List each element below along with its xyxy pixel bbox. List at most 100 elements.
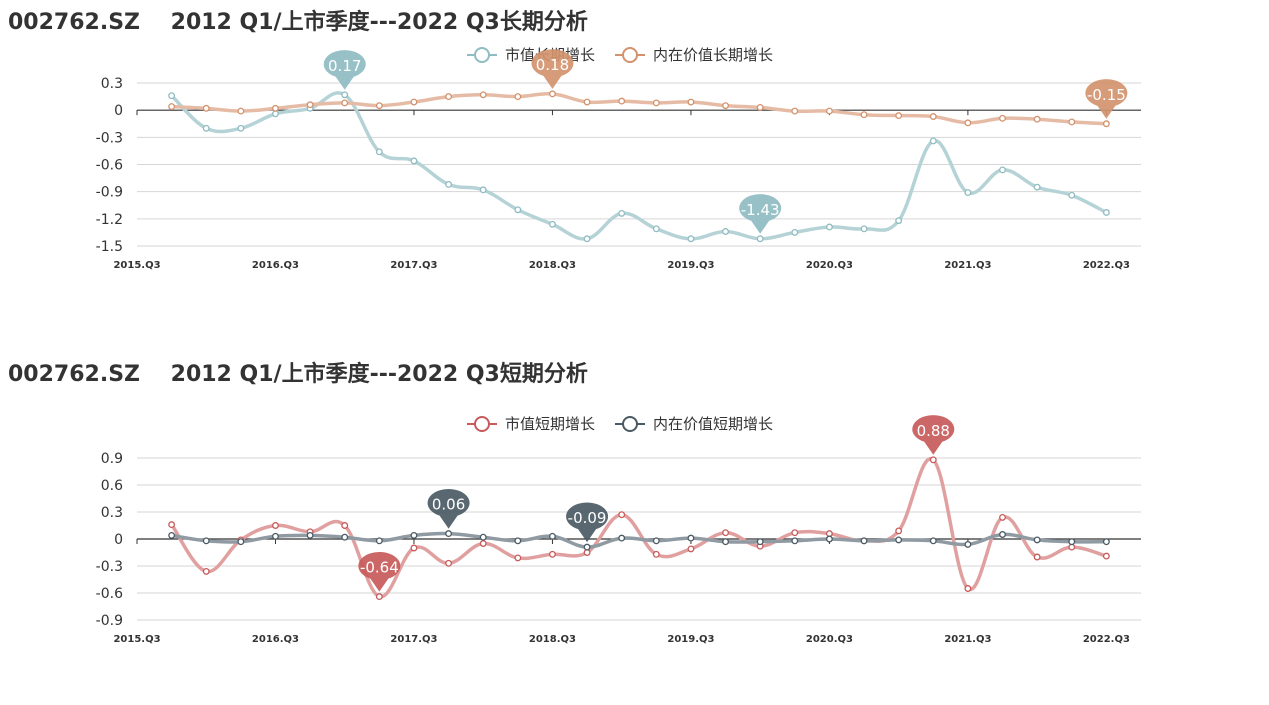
- data-point[interactable]: [825, 107, 833, 115]
- data-point[interactable]: [375, 102, 383, 110]
- data-point[interactable]: [791, 228, 799, 236]
- data-point[interactable]: [237, 538, 245, 546]
- data-point[interactable]: [410, 544, 418, 552]
- data-point[interactable]: [999, 114, 1006, 122]
- data-point[interactable]: [445, 559, 453, 567]
- data-point[interactable]: [583, 98, 591, 106]
- data-point[interactable]: [687, 545, 695, 553]
- data-point[interactable]: [1068, 118, 1076, 126]
- data-point[interactable]: [999, 531, 1006, 538]
- data-point[interactable]: [375, 148, 383, 156]
- data-point[interactable]: [341, 533, 349, 541]
- data-point[interactable]: [756, 538, 764, 546]
- data-point[interactable]: [479, 533, 487, 541]
- data-point[interactable]: [618, 534, 626, 542]
- data-point[interactable]: [895, 217, 903, 225]
- data-point[interactable]: [375, 593, 383, 601]
- data-point[interactable]: [548, 90, 556, 98]
- data-point[interactable]: [860, 111, 868, 119]
- legend-marker[interactable]: [622, 416, 639, 432]
- data-point[interactable]: [341, 91, 349, 99]
- data-point[interactable]: [618, 97, 626, 105]
- data-point[interactable]: [306, 101, 314, 109]
- legend-label[interactable]: 市值短期增长: [505, 415, 595, 433]
- data-point[interactable]: [514, 206, 522, 214]
- legend-label[interactable]: 内在价值长期增长: [653, 46, 773, 64]
- data-point[interactable]: [445, 93, 453, 101]
- data-point[interactable]: [964, 189, 972, 197]
- data-point[interactable]: [1102, 538, 1110, 546]
- data-point[interactable]: [791, 537, 799, 545]
- data-point[interactable]: [895, 527, 903, 535]
- data-point[interactable]: [514, 554, 522, 562]
- data-point[interactable]: [652, 225, 660, 233]
- data-point[interactable]: [202, 567, 210, 575]
- data-point[interactable]: [825, 223, 833, 231]
- data-point[interactable]: [548, 550, 556, 558]
- data-point[interactable]: [964, 540, 972, 548]
- data-point[interactable]: [237, 124, 245, 132]
- data-point[interactable]: [929, 113, 937, 120]
- data-point[interactable]: [1033, 536, 1041, 544]
- legend-marker[interactable]: [474, 47, 490, 63]
- data-point[interactable]: [964, 119, 972, 127]
- data-point[interactable]: [272, 104, 279, 112]
- data-point[interactable]: [687, 98, 695, 106]
- data-point[interactable]: [306, 531, 314, 539]
- data-point[interactable]: [583, 235, 591, 243]
- data-point[interactable]: [202, 124, 210, 132]
- data-point[interactable]: [237, 107, 245, 115]
- data-point[interactable]: [514, 537, 522, 545]
- data-point[interactable]: [341, 99, 349, 107]
- data-point[interactable]: [272, 522, 279, 529]
- data-point[interactable]: [202, 104, 210, 112]
- data-point[interactable]: [410, 531, 418, 539]
- data-point[interactable]: [652, 99, 660, 107]
- data-point[interactable]: [375, 537, 383, 545]
- data-point[interactable]: [652, 537, 660, 545]
- data-point[interactable]: [722, 228, 730, 235]
- data-point[interactable]: [722, 529, 730, 537]
- data-point[interactable]: [929, 137, 937, 145]
- data-point[interactable]: [479, 186, 487, 194]
- data-point[interactable]: [1068, 191, 1076, 199]
- data-point[interactable]: [548, 532, 556, 540]
- data-point[interactable]: [1033, 553, 1041, 561]
- data-point[interactable]: [687, 235, 695, 243]
- data-point[interactable]: [791, 529, 799, 537]
- data-point[interactable]: [722, 102, 730, 110]
- data-point[interactable]: [168, 92, 176, 100]
- data-point[interactable]: [652, 550, 660, 558]
- data-point[interactable]: [1102, 120, 1110, 128]
- data-point[interactable]: [860, 225, 868, 233]
- data-point[interactable]: [548, 220, 556, 228]
- legend-marker[interactable]: [474, 416, 490, 432]
- data-point[interactable]: [756, 235, 764, 243]
- data-point[interactable]: [618, 511, 626, 519]
- data-point[interactable]: [929, 456, 937, 464]
- data-point[interactable]: [999, 513, 1006, 521]
- data-point[interactable]: [687, 534, 695, 542]
- data-point[interactable]: [445, 180, 453, 188]
- data-point[interactable]: [479, 540, 487, 547]
- data-point[interactable]: [445, 530, 453, 538]
- data-point[interactable]: [791, 107, 799, 115]
- data-point[interactable]: [929, 537, 937, 545]
- legend-label[interactable]: 内在价值短期增长: [653, 415, 773, 433]
- data-point[interactable]: [1033, 183, 1041, 191]
- data-point[interactable]: [1102, 552, 1110, 560]
- data-point[interactable]: [1102, 209, 1110, 216]
- data-point[interactable]: [514, 93, 522, 101]
- data-point[interactable]: [168, 103, 176, 110]
- data-point[interactable]: [999, 166, 1006, 174]
- data-point[interactable]: [272, 110, 279, 118]
- data-point[interactable]: [618, 209, 626, 217]
- data-point[interactable]: [1033, 115, 1041, 123]
- data-point[interactable]: [168, 521, 176, 529]
- data-point[interactable]: [964, 585, 972, 592]
- data-point[interactable]: [410, 98, 418, 106]
- data-point[interactable]: [895, 536, 903, 544]
- data-point[interactable]: [860, 537, 868, 545]
- data-point[interactable]: [722, 538, 730, 546]
- data-point[interactable]: [1068, 538, 1076, 546]
